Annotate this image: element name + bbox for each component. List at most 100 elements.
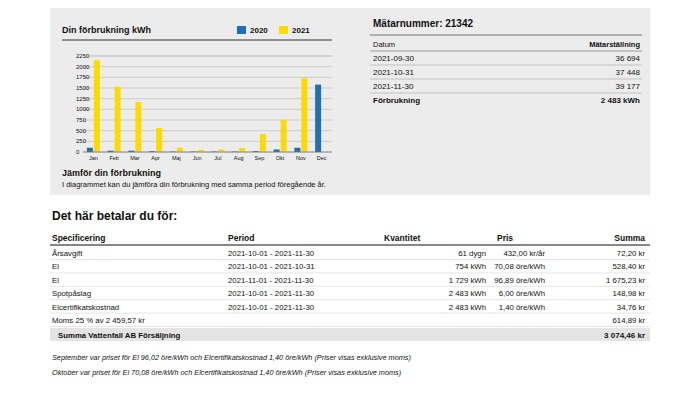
bill-cell: 72,20 kr xyxy=(617,249,646,258)
y-tick-label: 750 xyxy=(76,117,87,123)
bill-title: Det här betalar du för: xyxy=(52,209,177,223)
bill-row-rule xyxy=(50,299,650,300)
bill-note: Oktober var priset för El 70,08 öre/kWh … xyxy=(52,368,401,377)
x-tick-label: Nov xyxy=(296,155,306,161)
bill-total-sum: 3 074,46 kr xyxy=(604,331,645,340)
bill-row-rule xyxy=(50,326,650,327)
meter-date: 2021-10-31 xyxy=(373,68,414,77)
bill-cell: 528,40 kr xyxy=(612,262,645,271)
bill-total-label: Summa Vattenfall AB Försäljning xyxy=(58,331,181,340)
bill-cell: 2 483 kWh xyxy=(449,289,486,298)
x-tick-label: Okt xyxy=(276,155,285,161)
meter-rule xyxy=(370,65,642,66)
bill-cell: Spotpåslag xyxy=(52,289,91,298)
bar xyxy=(87,148,93,152)
x-tick-label: Sep xyxy=(254,155,264,161)
grid-line xyxy=(83,66,332,67)
meter-rule xyxy=(370,93,642,94)
x-tick-label: Feb xyxy=(109,155,118,161)
bill-header: Period xyxy=(228,233,254,243)
bill-cell: 432,00 kr/år xyxy=(503,249,545,258)
meter-rule xyxy=(370,51,642,52)
bill-note: September var priset för El 96,02 öre/kW… xyxy=(52,353,411,362)
bill-total-band xyxy=(50,328,650,341)
summary-panel xyxy=(50,8,650,195)
bill-cell: 1 675,23 kr xyxy=(606,276,645,285)
bar xyxy=(294,148,300,152)
note-title: Jämför din förbrukning xyxy=(62,168,161,178)
meter-reading: 37 448 xyxy=(616,68,641,77)
x-tick-label: Jun xyxy=(193,155,202,161)
bar xyxy=(115,87,121,152)
bill-cell: 2021-10-01 - 2021-11-30 xyxy=(228,303,315,312)
bill-cell: 148,98 kr xyxy=(612,289,645,298)
bill-header: Kvantitet xyxy=(384,233,421,243)
bar xyxy=(260,134,266,152)
bar xyxy=(315,85,321,152)
note-text: I diagrammet kan du jämföra din förbrukn… xyxy=(62,180,326,189)
bill-cell: 70,08 öre/kWh xyxy=(494,262,545,271)
meter-header: Mätarställning xyxy=(589,40,640,49)
grid-line xyxy=(83,77,332,78)
bar xyxy=(301,78,307,152)
bill-cell: 754 kWh xyxy=(455,262,486,271)
bill-row-rule xyxy=(50,313,650,314)
bars xyxy=(87,60,321,152)
bill-row-rule xyxy=(50,259,650,260)
bar xyxy=(239,148,245,152)
bill-header: Summa xyxy=(614,233,645,243)
x-tick-label: Jan xyxy=(89,155,98,161)
y-tick-label: 1750 xyxy=(76,74,90,80)
bill-header: Pris xyxy=(497,233,513,243)
x-axis xyxy=(83,152,332,153)
bill-cell: 2021-10-01 - 2021-11-30 xyxy=(228,249,315,258)
bill-cell: Elcertifikatskostnad xyxy=(52,303,119,312)
meter-reading: 39 177 xyxy=(616,82,641,91)
legend-label: 2021 xyxy=(292,26,310,35)
meter-date: 2021-11-30 xyxy=(373,82,414,91)
y-tick-label: 1250 xyxy=(76,96,90,102)
bill-cell: 1,40 öre/kWh xyxy=(499,303,545,312)
y-tick-label: 250 xyxy=(76,138,87,144)
x-tick-label: Aug xyxy=(234,155,244,161)
meter-header: Datum xyxy=(373,40,395,49)
bar xyxy=(156,128,162,152)
x-tick-label: Dec xyxy=(317,155,327,161)
bill-cell: 2021-11-01 - 2021-11-30 xyxy=(228,276,314,285)
meter-title: Mätarnummer: 21342 xyxy=(373,18,473,29)
y-tick-label: 0 xyxy=(76,149,80,155)
y-tick-label: 500 xyxy=(76,128,87,134)
bill-cell: 2021-10-01 - 2021-10-31 xyxy=(228,262,315,271)
meter-total-value: 2 483 kWh xyxy=(601,96,640,105)
y-tick-label: 1000 xyxy=(76,106,90,112)
bill-cell: 2021-10-01 - 2021-11-30 xyxy=(228,289,315,298)
bill-cell: 1 729 kWh xyxy=(449,276,486,285)
legend-swatch xyxy=(237,26,246,34)
bill-cell: 34,76 kr xyxy=(617,303,646,312)
y-range-top xyxy=(83,56,332,57)
bill-cell: El xyxy=(52,262,59,271)
chart-title: Din förbrukning kWh xyxy=(62,25,151,35)
grid-line xyxy=(83,56,332,57)
x-tick-label: Maj xyxy=(172,155,181,161)
y-tick-label: 1500 xyxy=(76,85,90,91)
bill-header-rule xyxy=(50,244,650,245)
bar xyxy=(94,60,100,152)
bar xyxy=(281,120,287,152)
bill-cell: 614,89 kr xyxy=(612,316,645,325)
bar xyxy=(135,102,141,152)
meter-total-label: Förbrukning xyxy=(373,96,420,105)
meter-reading: 36 694 xyxy=(616,54,641,63)
x-tick-label: Apr xyxy=(151,155,160,161)
y-tick-label: 2000 xyxy=(76,64,90,70)
x-tick-label: Mar xyxy=(130,155,140,161)
bill-cell: Årsavgift xyxy=(52,249,83,258)
page: Din förbrukning kWh 2020 2021 0 250 500 750 100… xyxy=(0,0,700,394)
bar xyxy=(177,148,183,152)
bill-cell: 61 dygn xyxy=(458,249,486,258)
chart-rule xyxy=(62,40,332,41)
bill-row-rule xyxy=(50,286,650,287)
legend-label: 2020 xyxy=(250,26,268,35)
meter-rule xyxy=(370,79,642,80)
bill-cell: El xyxy=(52,276,59,285)
